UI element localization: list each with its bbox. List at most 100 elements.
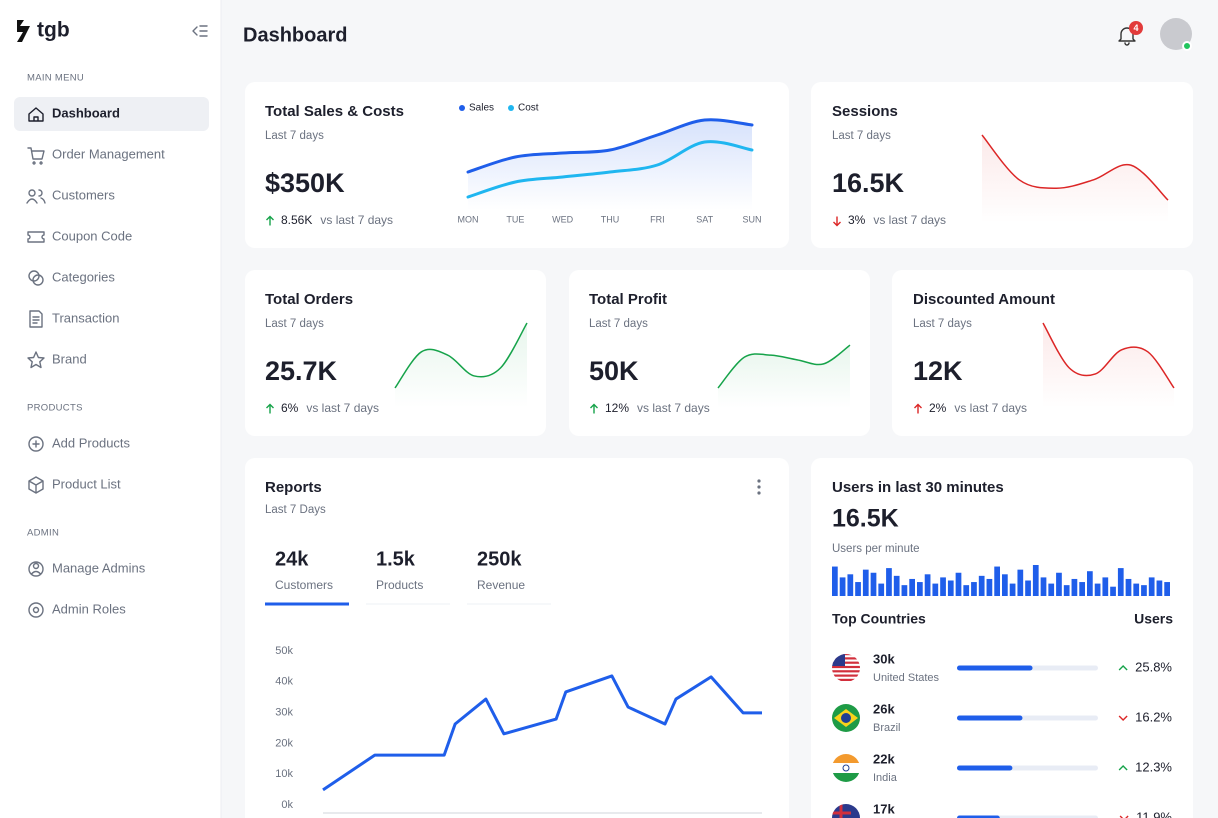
flag-stripe bbox=[832, 670, 860, 673]
card-value: 25.7K bbox=[265, 356, 338, 386]
change-value: 12% bbox=[605, 401, 629, 415]
bar bbox=[1071, 578, 1078, 596]
page-title: Dashboard bbox=[243, 24, 347, 46]
menu-item[interactable]: Product List bbox=[52, 476, 121, 491]
bar bbox=[971, 582, 977, 596]
change-note: vs last 7 days bbox=[320, 213, 393, 227]
x-tick-label: TUE bbox=[506, 214, 524, 224]
bar bbox=[1079, 582, 1085, 596]
card-title: Discounted Amount bbox=[913, 291, 1055, 308]
active-menu-background bbox=[14, 97, 209, 131]
country-flag bbox=[832, 754, 860, 782]
bar bbox=[1017, 569, 1024, 596]
menu-item[interactable]: Admin Roles bbox=[52, 601, 126, 616]
bar bbox=[1063, 585, 1070, 596]
area-fill bbox=[468, 119, 752, 210]
bar bbox=[963, 585, 970, 596]
flag-stripe bbox=[832, 674, 860, 677]
country-users: 26k bbox=[873, 701, 895, 716]
menu-icon bbox=[28, 476, 44, 494]
menu-item[interactable]: Order Management bbox=[52, 146, 165, 161]
card-title: Total Profit bbox=[589, 291, 667, 308]
country-change: 16.2% bbox=[1135, 709, 1172, 724]
country-users: 17k bbox=[873, 801, 895, 816]
bar bbox=[1094, 583, 1101, 596]
more-menu-dot[interactable] bbox=[757, 485, 761, 489]
menu-item[interactable]: Brand bbox=[52, 351, 87, 366]
menu-item[interactable]: Add Products bbox=[52, 435, 131, 450]
change-value: 8.56K bbox=[281, 213, 312, 227]
menu-item[interactable]: Categories bbox=[52, 269, 115, 284]
country-flag bbox=[832, 704, 860, 732]
collapse-icon[interactable] bbox=[192, 25, 208, 37]
menu-icon bbox=[28, 107, 44, 122]
sparkline bbox=[394, 322, 528, 389]
country-flag bbox=[832, 804, 860, 818]
column-heading: Users bbox=[1134, 611, 1173, 627]
sparkline-area bbox=[982, 135, 1168, 223]
x-tick-label: SAT bbox=[696, 214, 713, 224]
change-value: 3% bbox=[848, 213, 866, 227]
y-tick-label: 10k bbox=[275, 768, 293, 780]
bar bbox=[1002, 574, 1008, 596]
country-flag bbox=[832, 654, 860, 682]
card-value: 50K bbox=[589, 356, 639, 386]
menu-icon bbox=[27, 147, 45, 165]
tab-value[interactable]: 24k bbox=[275, 548, 309, 570]
bar bbox=[932, 583, 939, 596]
menu-icon bbox=[28, 602, 44, 618]
bar bbox=[1148, 577, 1155, 596]
change-note: vs last 7 days bbox=[306, 401, 379, 415]
flag-top bbox=[832, 754, 860, 763]
bar bbox=[1164, 582, 1170, 596]
card-value: $350K bbox=[265, 168, 345, 198]
sidebar bbox=[0, 0, 221, 818]
bar bbox=[1125, 578, 1132, 596]
card-title: Total Orders bbox=[265, 291, 353, 308]
x-tick-label: WED bbox=[552, 214, 573, 224]
x-tick-label: FRI bbox=[650, 214, 665, 224]
menu-item[interactable]: Dashboard bbox=[52, 105, 120, 120]
sparkline-area bbox=[395, 323, 527, 408]
legend-marker bbox=[459, 105, 465, 111]
menu-item[interactable]: Transaction bbox=[52, 310, 119, 325]
flag-stripe bbox=[832, 657, 860, 660]
x-tick-label: THU bbox=[601, 214, 620, 224]
bar bbox=[893, 575, 900, 596]
bar bbox=[901, 585, 908, 596]
country-users: 22k bbox=[873, 751, 895, 766]
flag-stripe bbox=[832, 661, 860, 664]
bar bbox=[924, 574, 931, 596]
tab-value[interactable]: 250k bbox=[477, 548, 522, 570]
x-tick-label: MON bbox=[458, 214, 479, 224]
bar bbox=[1110, 586, 1116, 596]
logo-icon bbox=[17, 20, 30, 42]
bar bbox=[1087, 571, 1093, 596]
bar bbox=[1117, 568, 1124, 596]
change-note: vs last 7 days bbox=[954, 401, 1027, 415]
menu-item[interactable]: Coupon Code bbox=[52, 228, 132, 243]
progress-fill bbox=[957, 815, 1000, 818]
series-line bbox=[466, 118, 754, 174]
bar bbox=[917, 582, 923, 596]
bar bbox=[909, 578, 915, 596]
tab-label[interactable]: Customers bbox=[275, 578, 333, 592]
tab-label[interactable]: Revenue bbox=[477, 578, 525, 592]
bar bbox=[862, 569, 869, 596]
legend-label: Sales bbox=[469, 103, 494, 114]
more-menu-dot[interactable] bbox=[757, 491, 761, 495]
bar bbox=[886, 568, 892, 596]
bar bbox=[832, 566, 838, 596]
card-subtitle: Last 7 days bbox=[265, 318, 324, 330]
menu-item[interactable]: Customers bbox=[52, 187, 115, 202]
menu-icon bbox=[28, 436, 44, 452]
section-title: Top Countries bbox=[832, 611, 926, 627]
tab-value[interactable]: 1.5k bbox=[376, 548, 416, 570]
bar bbox=[1009, 583, 1016, 596]
more-menu-dot[interactable] bbox=[757, 479, 761, 483]
bar bbox=[855, 582, 861, 596]
tab-label[interactable]: Products bbox=[376, 578, 423, 592]
bar bbox=[940, 577, 946, 596]
menu-item[interactable]: Manage Admins bbox=[52, 560, 146, 575]
bar bbox=[1040, 577, 1047, 596]
